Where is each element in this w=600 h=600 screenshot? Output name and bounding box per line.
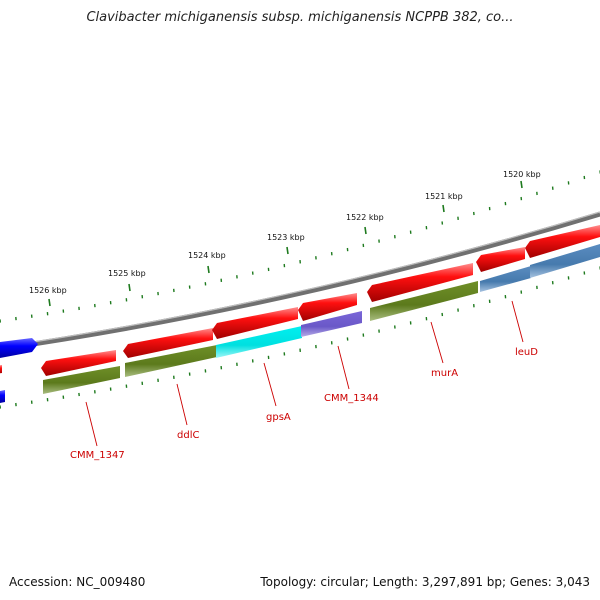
gene-gpsa[interactable]: [216, 326, 302, 358]
tick-label-1524: 1524 kbp: [188, 251, 226, 260]
gene-label-mura: murA: [431, 368, 458, 379]
tick-label-1526: 1526 kbp: [29, 286, 67, 295]
gene-label-gpsa: gpsA: [266, 412, 291, 423]
gene-forward[interactable]: [0, 365, 2, 374]
gene-forward[interactable]: [212, 307, 298, 339]
gene-label-ddlc: ddlC: [177, 430, 199, 441]
tick-1526: [48, 298, 51, 307]
tick-1522: [364, 226, 367, 235]
tick-label-1522: 1522 kbp: [346, 213, 384, 222]
leader-gpsa: [263, 362, 277, 407]
map-title: Clavibacter michiganensis subsp. michiga…: [86, 10, 514, 25]
gene-mura[interactable]: [370, 281, 478, 321]
leader-ddlc: [176, 383, 188, 426]
outer-tick-ring: [0, 170, 600, 323]
tick-label-1525: 1525 kbp: [108, 269, 146, 278]
gene-forward[interactable]: [525, 225, 600, 258]
gene-ddlc[interactable]: [125, 345, 217, 377]
accession-text: Accession: NC_009480: [9, 575, 146, 589]
tick-1521: [442, 204, 445, 213]
label-leaders: [85, 300, 524, 447]
tick-label-1523: 1523 kbp: [267, 233, 305, 242]
gene-cmm-1344[interactable]: [301, 311, 362, 337]
inner-tick-ring: [0, 266, 600, 409]
tick-1523: [286, 246, 289, 255]
gene-forward[interactable]: [123, 328, 213, 358]
gene-forward[interactable]: [476, 247, 525, 272]
tick-1524: [207, 265, 210, 274]
reverse-strand-genes: [0, 244, 600, 403]
genome-backbone: [0, 211, 600, 352]
gene-forward[interactable]: [367, 263, 473, 302]
tick-1525: [128, 283, 131, 292]
gene-forward[interactable]: [41, 350, 116, 376]
tick-1520: [520, 180, 523, 189]
forward-strand-genes: [0, 225, 600, 376]
genome-summary-text: Topology: circular; Length: 3,297,891 bp…: [260, 575, 590, 589]
gene-cmm-1347[interactable]: [43, 366, 120, 394]
gene-forward[interactable]: [298, 293, 357, 321]
leader-mura: [430, 321, 444, 364]
leader-cmm-1344: [337, 345, 350, 390]
tick-label-1520: 1520 kbp: [503, 170, 541, 179]
gene-blue[interactable]: [0, 390, 5, 403]
gene-label-leud: leuD: [515, 347, 538, 358]
gene-label-cmm-1344: CMM_1344: [324, 393, 379, 404]
gene-blue[interactable]: [0, 338, 38, 358]
gene-label-cmm-1347: CMM_1347: [70, 450, 125, 461]
leader-cmm-1347: [85, 401, 98, 447]
tick-label-1521: 1521 kbp: [425, 192, 463, 201]
gene-leud[interactable]: [480, 266, 531, 292]
leader-leud: [511, 300, 524, 343]
genome-backbone-highlight: [0, 211, 600, 348]
gene-steelblue[interactable]: [530, 244, 600, 278]
